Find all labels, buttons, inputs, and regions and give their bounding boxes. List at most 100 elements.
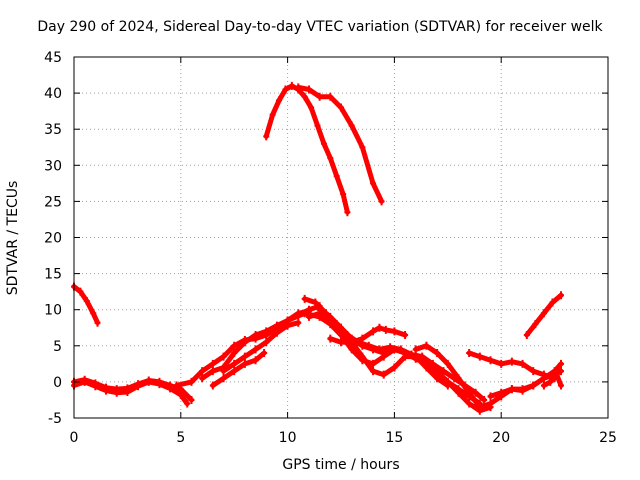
series-line-track-g: [221, 320, 301, 374]
data-point: [308, 103, 315, 112]
data-point: [301, 92, 308, 101]
data-point: [558, 359, 565, 368]
data-point: [316, 92, 323, 101]
data-point: [188, 377, 195, 386]
series-line-track-j: [285, 310, 483, 407]
data-point: [284, 316, 291, 325]
data-point: [370, 359, 377, 368]
data-point: [209, 367, 216, 376]
series-line-track-e: [199, 308, 312, 381]
data-point: [316, 305, 323, 314]
data-point: [423, 341, 430, 350]
x-axis-label: GPS time / hours: [282, 457, 400, 473]
data-point: [316, 312, 323, 321]
data-point: [472, 388, 479, 397]
data-point: [455, 374, 462, 383]
data-point: [370, 327, 377, 336]
data-point: [167, 384, 174, 393]
data-point: [466, 388, 473, 397]
y-tick-label: 45: [44, 50, 62, 66]
data-point: [282, 85, 289, 94]
data-point: [338, 338, 344, 347]
data-point: [380, 370, 387, 379]
data-point: [487, 356, 494, 365]
data-point: [252, 345, 259, 354]
data-point: [327, 154, 334, 163]
data-point: [209, 359, 216, 368]
data-point: [344, 208, 351, 217]
data-point: [540, 381, 547, 390]
data-point: [231, 367, 238, 376]
data-point: [540, 374, 547, 383]
data-point: [288, 81, 295, 90]
y-tick-label: 0: [53, 375, 62, 391]
y-tick-label: -5: [48, 411, 62, 427]
data-point: [402, 352, 409, 361]
data-point: [327, 312, 334, 321]
data-point: [241, 338, 248, 347]
data-point: [370, 367, 377, 376]
data-point: [359, 334, 366, 343]
x-tick-label: 5: [176, 430, 185, 446]
series-line-track-q: [541, 372, 564, 388]
tick-layer: 0 5 10 15 20 25 -5 0 5 10 15 20 25 30 35 40 45: [44, 50, 617, 446]
data-point: [301, 309, 308, 318]
data-point: [145, 377, 152, 386]
data-point: [184, 399, 191, 408]
data-point: [231, 359, 238, 368]
data-point: [391, 327, 398, 336]
data-point: [90, 309, 97, 318]
data-point: [327, 92, 334, 101]
data-point: [380, 352, 387, 361]
data-point: [241, 359, 248, 368]
data-point: [382, 325, 389, 334]
data-point: [523, 330, 530, 339]
x-tick-label: 20: [492, 430, 510, 446]
data-point: [261, 349, 268, 358]
y-tick-label: 25: [44, 194, 62, 210]
data-point: [466, 349, 473, 358]
data-point: [402, 330, 409, 339]
data-point: [547, 377, 554, 386]
y-tick-label: 20: [44, 231, 62, 247]
data-point: [327, 320, 334, 329]
data-point: [476, 403, 483, 412]
data-point: [378, 197, 385, 206]
data-point: [530, 367, 537, 376]
data-point: [558, 367, 565, 376]
data-point: [269, 110, 276, 119]
data-point: [92, 382, 99, 391]
data-point: [444, 359, 451, 368]
data-point: [370, 345, 377, 354]
data-point: [558, 291, 565, 300]
y-axis-label: SDTVAR / TECUs: [5, 180, 21, 296]
data-point: [558, 381, 565, 390]
data-point: [276, 96, 283, 105]
data-point: [359, 341, 366, 350]
data-point: [455, 385, 462, 394]
data-point: [370, 179, 377, 188]
data-point: [314, 121, 321, 130]
y-tick-label: 30: [44, 158, 62, 174]
data-point: [338, 103, 344, 112]
series-line-track-r: [263, 83, 350, 215]
data-point: [273, 328, 280, 337]
data-point: [391, 345, 398, 354]
x-tick-label: 0: [70, 430, 79, 446]
data-point: [359, 352, 366, 361]
data-point: [252, 356, 259, 365]
y-tick-label: 35: [44, 122, 62, 138]
y-tick-label: 15: [44, 267, 62, 283]
data-point: [498, 388, 505, 397]
x-tick-label: 15: [385, 430, 403, 446]
series-layer: [71, 81, 565, 415]
data-point: [487, 392, 494, 401]
data-point: [273, 321, 280, 330]
data-point: [338, 330, 344, 339]
y-tick-label: 5: [53, 339, 62, 355]
data-point: [348, 338, 355, 347]
data-point: [113, 388, 120, 397]
data-point: [440, 367, 447, 376]
data-point: [412, 345, 419, 354]
